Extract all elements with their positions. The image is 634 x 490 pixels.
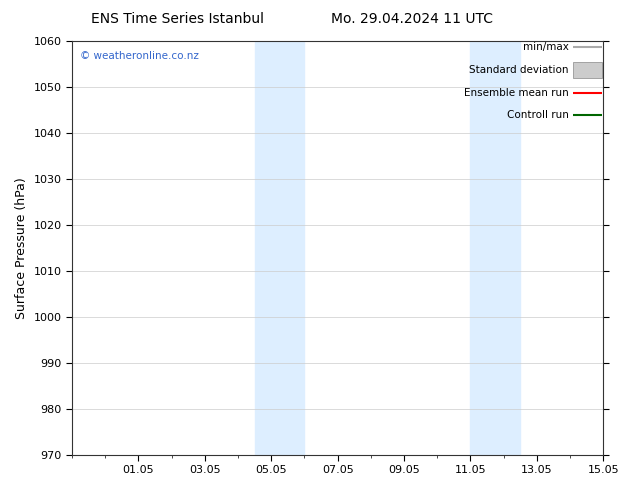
Text: Controll run: Controll run	[507, 110, 569, 121]
Text: © weatheronline.co.nz: © weatheronline.co.nz	[80, 51, 199, 61]
Text: min/max: min/max	[523, 42, 569, 52]
Text: ENS Time Series Istanbul: ENS Time Series Istanbul	[91, 12, 264, 26]
Text: Ensemble mean run: Ensemble mean run	[464, 88, 569, 98]
Text: Mo. 29.04.2024 11 UTC: Mo. 29.04.2024 11 UTC	[331, 12, 493, 26]
Text: Standard deviation: Standard deviation	[469, 65, 569, 75]
Bar	[255, 41, 304, 455]
Bar	[470, 41, 521, 455]
Bar	[573, 62, 602, 78]
Y-axis label: Surface Pressure (hPa): Surface Pressure (hPa)	[15, 177, 28, 318]
